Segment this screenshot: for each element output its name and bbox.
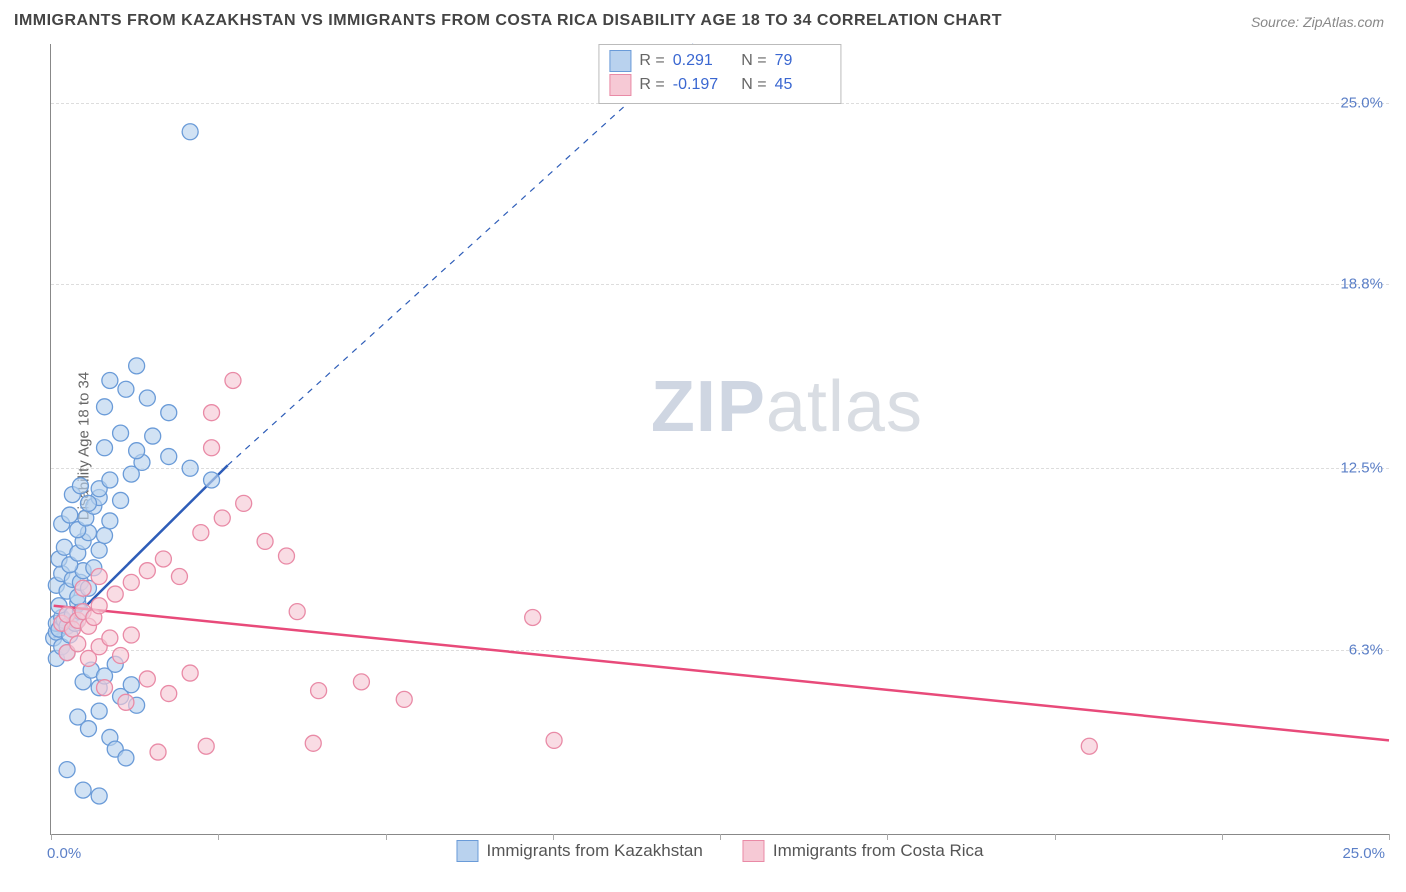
data-point xyxy=(118,750,134,766)
data-point xyxy=(75,580,91,596)
data-point xyxy=(182,124,198,140)
data-point xyxy=(123,574,139,590)
x-tick xyxy=(218,834,219,840)
data-point xyxy=(198,738,214,754)
data-point xyxy=(311,683,327,699)
correlation-stats-box: R = 0.291 N = 79 R = -0.197 N = 45 xyxy=(598,44,841,104)
swatch-series1 xyxy=(609,50,631,72)
data-point xyxy=(113,425,129,441)
chart-title: IMMIGRANTS FROM KAZAKHSTAN VS IMMIGRANTS… xyxy=(14,12,1002,30)
x-tick xyxy=(1055,834,1056,840)
data-point xyxy=(278,548,294,564)
data-point xyxy=(118,694,134,710)
x-axis-max-label: 25.0% xyxy=(1342,845,1385,862)
data-point xyxy=(155,551,171,567)
data-point xyxy=(161,449,177,465)
legend-item-series1: Immigrants from Kazakhstan xyxy=(456,840,702,862)
stats-row-series2: R = -0.197 N = 45 xyxy=(609,73,830,97)
data-point xyxy=(214,510,230,526)
source-attribution: Source: ZipAtlas.com xyxy=(1251,14,1384,30)
data-point xyxy=(1081,738,1097,754)
data-point xyxy=(97,399,113,415)
data-point xyxy=(171,569,187,585)
swatch-series2 xyxy=(609,74,631,96)
data-point xyxy=(75,782,91,798)
trendline-extension xyxy=(228,44,694,465)
data-point xyxy=(97,528,113,544)
data-point xyxy=(257,533,273,549)
x-tick xyxy=(1222,834,1223,840)
legend-swatch-series1 xyxy=(456,840,478,862)
scatter-svg xyxy=(51,44,1389,834)
data-point xyxy=(525,609,541,625)
data-point xyxy=(113,648,129,664)
legend-item-series2: Immigrants from Costa Rica xyxy=(743,840,984,862)
data-point xyxy=(91,569,107,585)
data-point xyxy=(72,478,88,494)
data-point xyxy=(113,492,129,508)
data-point xyxy=(161,405,177,421)
trendline xyxy=(54,606,1389,741)
data-point xyxy=(193,525,209,541)
data-point xyxy=(102,630,118,646)
data-point xyxy=(102,372,118,388)
legend-label-series1: Immigrants from Kazakhstan xyxy=(486,841,702,861)
data-point xyxy=(102,513,118,529)
data-point xyxy=(91,542,107,558)
data-point xyxy=(182,460,198,476)
data-point xyxy=(123,627,139,643)
data-point xyxy=(91,703,107,719)
data-point xyxy=(225,372,241,388)
legend-label-series2: Immigrants from Costa Rica xyxy=(773,841,984,861)
x-tick xyxy=(1389,834,1390,840)
data-point xyxy=(80,721,96,737)
data-point xyxy=(62,507,78,523)
data-point xyxy=(118,381,134,397)
r-value-series2: -0.197 xyxy=(673,73,729,97)
x-tick xyxy=(386,834,387,840)
data-point xyxy=(546,732,562,748)
legend: Immigrants from Kazakhstan Immigrants fr… xyxy=(456,840,983,862)
data-point xyxy=(59,762,75,778)
data-point xyxy=(80,495,96,511)
data-point xyxy=(305,735,321,751)
data-point xyxy=(70,636,86,652)
data-point xyxy=(289,604,305,620)
data-point xyxy=(139,671,155,687)
data-point xyxy=(182,665,198,681)
data-point xyxy=(204,405,220,421)
legend-swatch-series2 xyxy=(743,840,765,862)
data-point xyxy=(123,677,139,693)
data-point xyxy=(91,788,107,804)
data-point xyxy=(91,598,107,614)
data-point xyxy=(161,686,177,702)
x-axis-origin-label: 0.0% xyxy=(47,845,81,862)
data-point xyxy=(145,428,161,444)
data-point xyxy=(97,680,113,696)
data-point xyxy=(129,358,145,374)
data-point xyxy=(204,440,220,456)
stats-row-series1: R = 0.291 N = 79 xyxy=(609,49,830,73)
data-point xyxy=(139,390,155,406)
data-point xyxy=(129,443,145,459)
data-point xyxy=(204,472,220,488)
data-point xyxy=(102,472,118,488)
r-value-series1: 0.291 xyxy=(673,49,729,73)
data-point xyxy=(150,744,166,760)
data-point xyxy=(236,495,252,511)
scatter-plot-area: ZIPatlas 6.3%12.5%18.8%25.0% R = 0.291 N… xyxy=(50,44,1389,835)
data-point xyxy=(107,586,123,602)
data-point xyxy=(353,674,369,690)
data-point xyxy=(396,691,412,707)
n-value-series1: 79 xyxy=(775,49,831,73)
data-point xyxy=(97,440,113,456)
x-tick xyxy=(51,834,52,840)
data-point xyxy=(139,563,155,579)
n-value-series2: 45 xyxy=(775,73,831,97)
